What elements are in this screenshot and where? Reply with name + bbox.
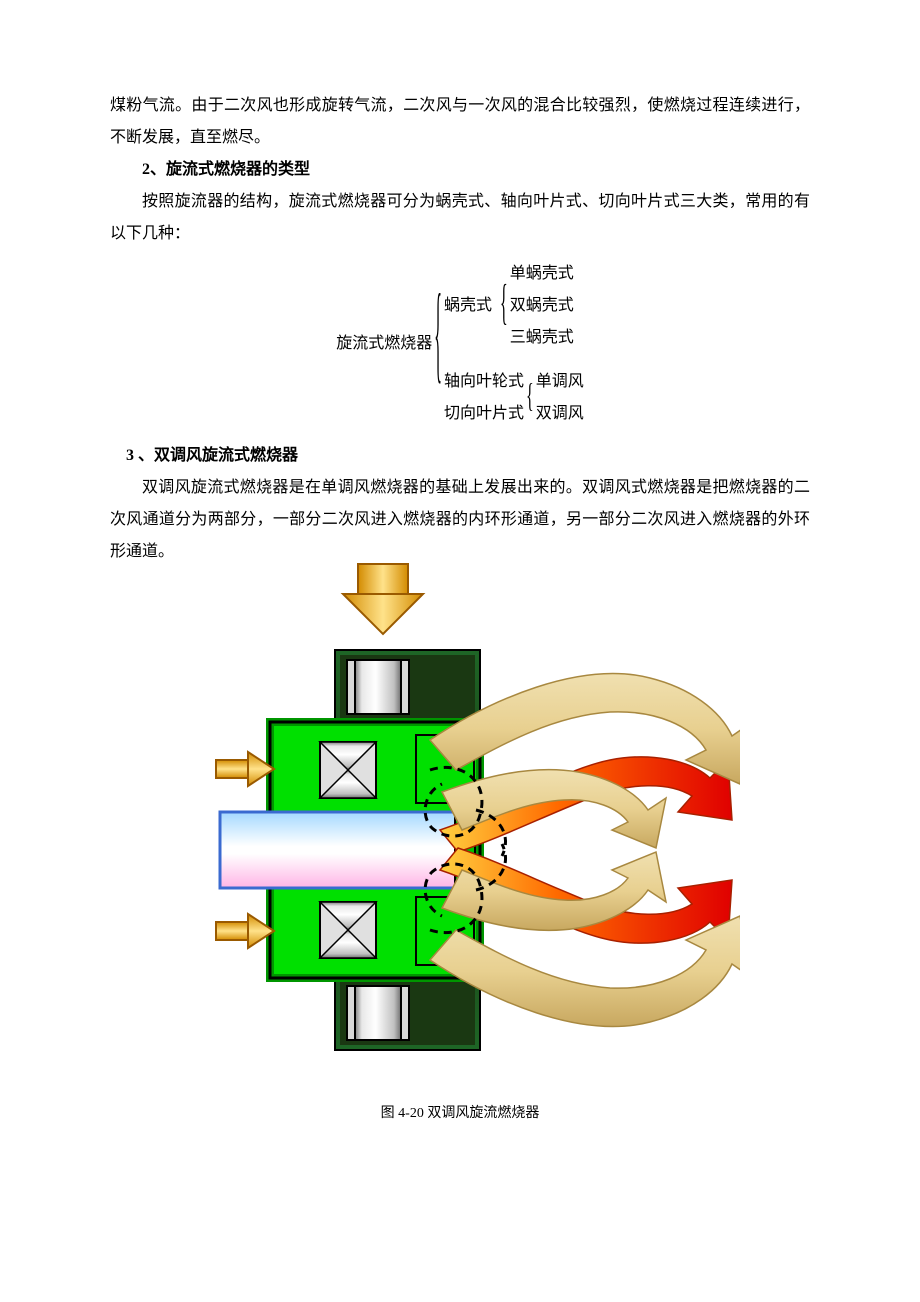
left-inlet-arrow-bottom-icon — [216, 914, 274, 948]
tree-branch-label: 切向叶片式 — [444, 398, 524, 430]
tree-root: 旋流式燃烧器 — [336, 328, 432, 360]
dual-register-paragraph: 双调风旋流式燃烧器是在单调风燃烧器的基础上发展出来的。双调风式燃烧器是把燃烧器的… — [110, 472, 810, 568]
brace-icon: { — [500, 256, 508, 355]
tree-leaf: 双调风 — [536, 398, 584, 430]
classification-tree: 旋流式燃烧器 { 蜗壳式 { 单蜗壳式 双蜗壳式 三蜗壳式 轴向叶轮式 切向叶片… — [110, 258, 810, 430]
primary-air-pipe — [220, 812, 468, 888]
damper-bottom — [320, 902, 376, 958]
damper-top — [320, 742, 376, 798]
heading-types: 2、旋流式燃烧器的类型 — [110, 154, 810, 186]
brace-icon: { — [526, 364, 534, 431]
tree-leaf: 双蜗壳式 — [510, 290, 574, 322]
tree-branch-label: 轴向叶轮式 — [444, 366, 524, 398]
tree-leaf: 三蜗壳式 — [510, 322, 574, 354]
outer-roller-bottom — [347, 986, 409, 1040]
intro-paragraph: 煤粉气流。由于二次风也形成旋转气流，二次风与一次风的混合比较强烈，使燃烧过程连续… — [110, 90, 810, 154]
outer-roller-top — [347, 660, 409, 714]
heading-dual-register: 3 、双调风旋流式燃烧器 — [110, 440, 810, 472]
top-inlet-arrow-icon — [343, 564, 423, 634]
tree-leaf: 单调风 — [536, 366, 584, 398]
tree-branch-label: 蜗壳式 — [444, 290, 492, 322]
brace-icon: { — [434, 233, 442, 451]
left-inlet-arrow-top-icon — [216, 752, 274, 786]
burner-diagram — [180, 560, 740, 1090]
types-paragraph: 按照旋流器的结构，旋流式燃烧器可分为蜗壳式、轴向叶片式、切向叶片式三大类，常用的… — [110, 186, 810, 250]
figure-caption: 图 4-20 双调风旋流燃烧器 — [381, 1102, 540, 1122]
tree-leaf: 单蜗壳式 — [510, 258, 574, 290]
